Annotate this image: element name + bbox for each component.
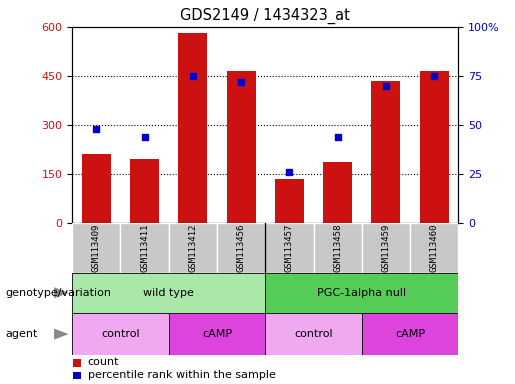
Text: cAMP: cAMP bbox=[202, 329, 232, 339]
Bar bbox=[72, 223, 121, 273]
Bar bbox=[275, 179, 304, 223]
Bar bbox=[72, 273, 265, 313]
Bar bbox=[73, 372, 81, 379]
Text: GSM113460: GSM113460 bbox=[430, 223, 439, 272]
Point bbox=[188, 73, 197, 79]
Text: percentile rank within the sample: percentile rank within the sample bbox=[88, 370, 276, 380]
Text: genotype/variation: genotype/variation bbox=[5, 288, 111, 298]
Text: GSM113456: GSM113456 bbox=[236, 223, 246, 272]
Bar bbox=[130, 159, 159, 223]
Bar bbox=[82, 154, 111, 223]
Bar bbox=[314, 223, 362, 273]
Point bbox=[237, 79, 245, 85]
Bar bbox=[72, 313, 169, 355]
Text: cAMP: cAMP bbox=[395, 329, 425, 339]
Text: GSM113412: GSM113412 bbox=[188, 223, 197, 272]
Bar bbox=[169, 313, 265, 355]
Title: GDS2149 / 1434323_at: GDS2149 / 1434323_at bbox=[180, 8, 350, 24]
Bar bbox=[121, 223, 169, 273]
Bar bbox=[169, 223, 217, 273]
Bar bbox=[178, 33, 207, 223]
Point bbox=[430, 73, 438, 79]
Text: PGC-1alpha null: PGC-1alpha null bbox=[317, 288, 406, 298]
Point bbox=[382, 83, 390, 89]
Bar bbox=[227, 71, 255, 223]
Bar bbox=[217, 223, 265, 273]
Text: control: control bbox=[101, 329, 140, 339]
Polygon shape bbox=[54, 329, 68, 339]
Bar bbox=[410, 223, 458, 273]
Bar bbox=[323, 162, 352, 223]
Text: GSM113458: GSM113458 bbox=[333, 223, 342, 272]
Bar bbox=[420, 71, 449, 223]
Bar bbox=[371, 81, 401, 223]
Text: control: control bbox=[294, 329, 333, 339]
Bar bbox=[73, 359, 81, 367]
Point bbox=[92, 126, 100, 132]
Text: GSM113459: GSM113459 bbox=[382, 223, 390, 272]
Text: GSM113411: GSM113411 bbox=[140, 223, 149, 272]
Text: GSM113457: GSM113457 bbox=[285, 223, 294, 272]
Bar bbox=[265, 273, 458, 313]
Bar bbox=[362, 313, 458, 355]
Text: agent: agent bbox=[5, 329, 38, 339]
Text: GSM113409: GSM113409 bbox=[92, 223, 101, 272]
Bar bbox=[265, 223, 314, 273]
Point bbox=[285, 169, 294, 175]
Bar bbox=[362, 223, 410, 273]
Point bbox=[141, 134, 149, 140]
Point bbox=[334, 134, 342, 140]
Text: count: count bbox=[88, 357, 119, 367]
Polygon shape bbox=[54, 287, 68, 298]
Bar bbox=[265, 313, 362, 355]
Text: wild type: wild type bbox=[143, 288, 194, 298]
